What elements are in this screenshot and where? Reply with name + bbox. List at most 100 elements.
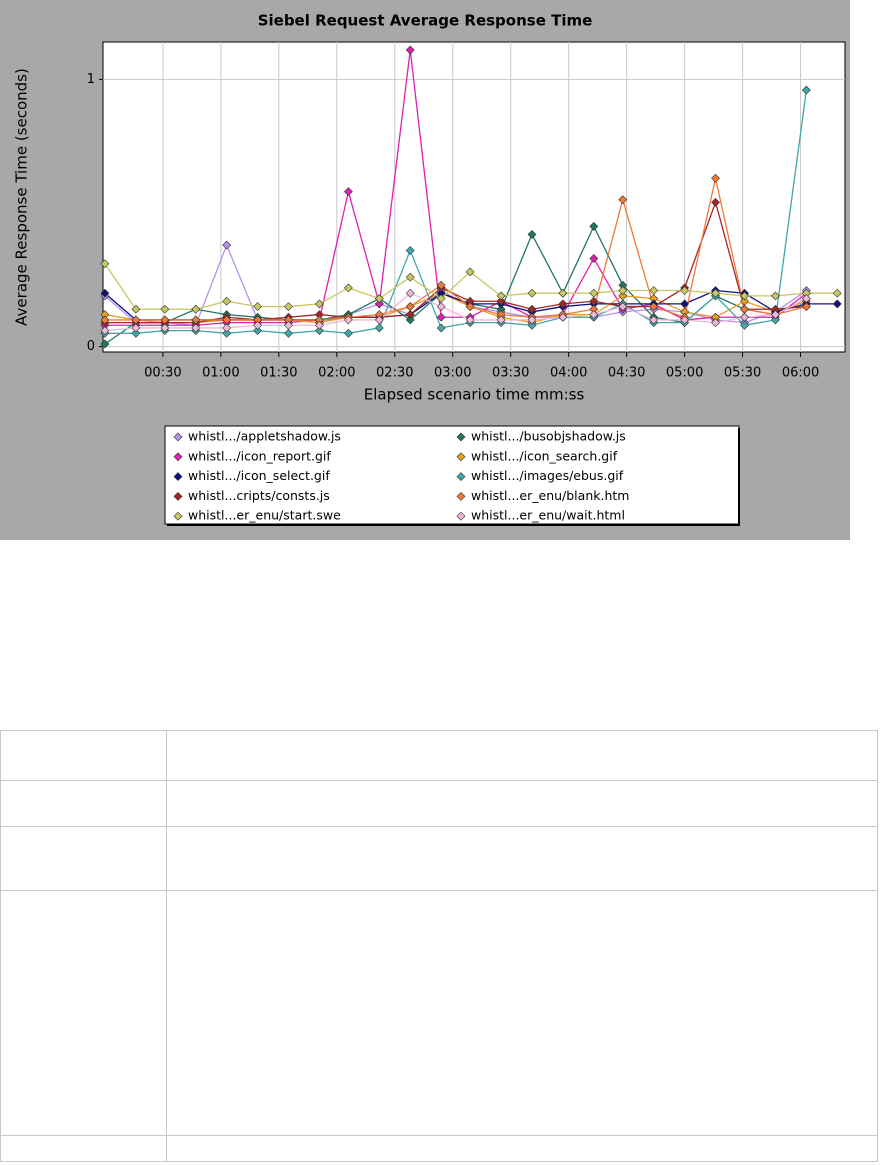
data-point — [740, 291, 749, 301]
x-tick-label: 00:30 — [144, 366, 181, 381]
cell — [166, 780, 878, 827]
data-point — [771, 291, 780, 301]
data-point — [160, 323, 170, 333]
data-point — [558, 299, 568, 309]
data-point — [527, 229, 537, 239]
data-point — [343, 315, 353, 325]
data-point — [405, 302, 415, 311]
data-point — [589, 254, 599, 263]
cell — [166, 826, 878, 891]
data-point — [284, 302, 293, 311]
data-point — [589, 221, 599, 231]
data-point — [771, 310, 780, 320]
data-point — [649, 286, 659, 295]
data-point — [343, 328, 353, 338]
data-point — [100, 326, 110, 336]
data-point — [496, 315, 506, 325]
legend-marker — [456, 511, 466, 521]
data-point — [253, 302, 263, 311]
data-point — [649, 302, 659, 311]
data-point — [801, 294, 811, 303]
series-line — [104, 49, 807, 326]
x-axis-label: Elapsed scenario time mm:ss — [364, 386, 585, 404]
cell — [166, 890, 878, 1136]
data-point — [343, 283, 353, 293]
data-point — [832, 299, 842, 309]
info-table — [0, 730, 878, 1162]
data-point — [253, 326, 263, 336]
data-point — [680, 299, 690, 309]
data-point — [222, 296, 232, 306]
data-point — [680, 315, 690, 325]
data-point — [405, 288, 415, 298]
data-point — [801, 302, 811, 311]
data-point — [436, 280, 446, 290]
x-tick-label: 04:30 — [608, 366, 645, 381]
cell — [0, 826, 167, 891]
data-point — [832, 288, 842, 298]
legend-label: whistl...er_enu/blank.htm — [471, 488, 629, 503]
data-point — [100, 339, 110, 349]
data-point — [618, 195, 628, 205]
data-point — [284, 320, 293, 330]
legend-marker — [456, 472, 466, 482]
data-point — [314, 299, 324, 309]
legend-label: whistl.../busobjshadow.js — [471, 429, 626, 444]
legend-label: whistl.../images/ebus.gif — [471, 468, 624, 483]
data-point — [465, 302, 475, 311]
data-point — [496, 296, 506, 306]
legend-marker — [456, 452, 466, 462]
data-point — [618, 302, 628, 311]
chart: Siebel Request Average Response Time Ela… — [0, 0, 850, 540]
data-point — [465, 267, 475, 277]
data-point — [711, 173, 720, 183]
data-point — [465, 315, 475, 325]
legend-marker — [173, 472, 183, 482]
data-point — [771, 315, 780, 325]
cell — [0, 890, 167, 1136]
series-line — [104, 292, 807, 332]
data-point — [100, 288, 110, 298]
data-point — [160, 304, 170, 314]
legend-marker — [173, 432, 183, 442]
y-tick-label: 1 — [87, 72, 95, 87]
legend-label: whistl.../icon_select.gif — [188, 468, 330, 483]
legend-label: whistl.../icon_report.gif — [188, 448, 331, 463]
legend-label: whistl.../appletshadow.js — [188, 429, 341, 444]
series-line — [104, 200, 807, 324]
series-line — [104, 90, 807, 334]
data-point — [374, 299, 384, 309]
y-axis-label: Average Response Time (seconds) — [13, 68, 31, 326]
legend-marker — [456, 491, 466, 501]
data-point — [558, 288, 568, 298]
data-point — [436, 312, 446, 322]
data-point — [131, 304, 141, 314]
legend-label: whistl...er_enu/wait.html — [471, 508, 625, 523]
x-tick-label: 05:30 — [724, 366, 761, 381]
data-point — [436, 323, 446, 333]
data-point — [191, 323, 201, 333]
x-tick-label: 02:00 — [318, 366, 355, 381]
cell — [0, 780, 167, 827]
data-point — [374, 323, 384, 333]
data-point — [405, 310, 415, 320]
x-tick-label: 03:30 — [492, 366, 529, 381]
data-point — [253, 320, 263, 330]
data-point — [527, 320, 537, 330]
data-point — [314, 320, 324, 330]
cell — [166, 1135, 878, 1162]
x-tick-label: 01:30 — [260, 366, 297, 381]
cell — [0, 1135, 167, 1162]
x-tick-label: 01:00 — [202, 366, 239, 381]
data-point — [405, 45, 415, 55]
data-point — [405, 315, 415, 325]
data-point — [740, 312, 749, 322]
data-point — [222, 240, 232, 250]
legend-marker — [173, 511, 183, 521]
legend-label: whistl.../icon_search.gif — [471, 448, 618, 463]
x-tick-label: 06:00 — [782, 366, 819, 381]
data-point — [222, 328, 232, 338]
data-point — [680, 286, 690, 295]
data-point — [801, 85, 811, 95]
